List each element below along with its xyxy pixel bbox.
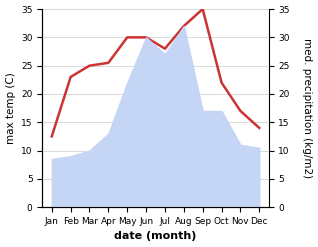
Y-axis label: max temp (C): max temp (C) (5, 72, 16, 144)
Y-axis label: med. precipitation (kg/m2): med. precipitation (kg/m2) (302, 38, 313, 178)
X-axis label: date (month): date (month) (114, 231, 197, 242)
